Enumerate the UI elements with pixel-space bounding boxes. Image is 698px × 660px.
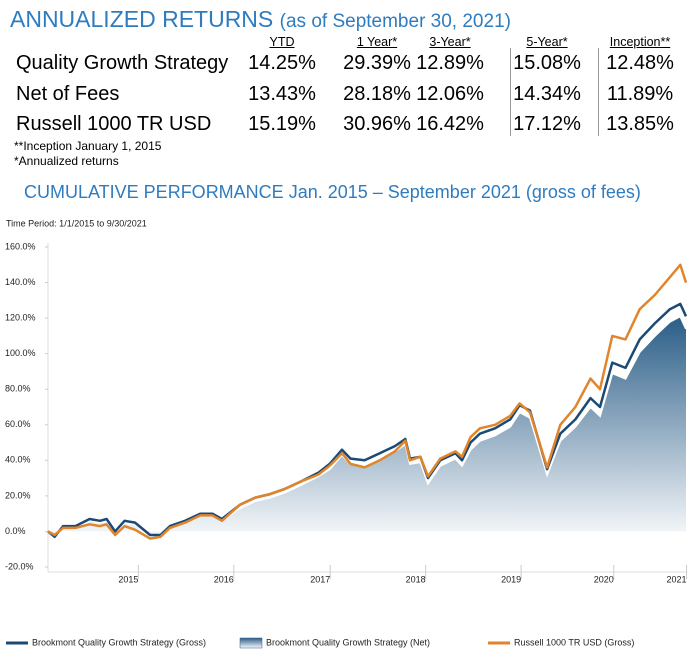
table-cell: 15.19%: [248, 113, 316, 135]
table-cell: 17.12%: [513, 113, 581, 135]
y-tick-label: 40.0%: [5, 455, 31, 465]
column-header: 5-Year*: [526, 35, 568, 49]
y-tick-label: 120.0%: [5, 312, 36, 322]
row-label: Quality Growth Strategy: [16, 52, 229, 74]
table-cell: 13.85%: [606, 113, 674, 135]
y-tick-label: 160.0%: [5, 241, 36, 251]
title: ANNUALIZED RETURNS: [10, 6, 274, 32]
y-tick-label: 100.0%: [5, 348, 36, 358]
line: [47, 302, 688, 539]
table-cell: 28.18%: [343, 83, 411, 105]
y-tick-label: 60.0%: [5, 419, 31, 429]
y-tick-label: -20.0%: [5, 561, 34, 571]
table-cell: 14.25%: [248, 52, 316, 74]
table-cell: 15.08%: [513, 52, 581, 74]
legend-label: Russell 1000 TR USD (Gross): [514, 637, 634, 647]
table-cell: 12.48%: [606, 52, 674, 74]
table-cell: 11.89%: [606, 83, 674, 105]
chart-subtitle: Time Period: 1/1/2015 to 9/30/2021: [6, 218, 147, 228]
table-title: ANNUALIZED RETURNS (as of September 30, …: [10, 6, 511, 33]
table-cell: 12.06%: [416, 83, 484, 105]
table-cell: 12.89%: [416, 52, 484, 74]
x-tick-label: 2016: [214, 574, 234, 584]
y-tick-label: 20.0%: [5, 490, 31, 500]
area: [48, 316, 686, 537]
column-header: 3-Year*: [429, 35, 471, 49]
area-edge: [47, 314, 687, 539]
y-tick-label: 140.0%: [5, 277, 36, 287]
legend-swatch: [239, 637, 263, 649]
table-cell: 30.96%: [343, 113, 411, 135]
x-tick-label: 2020: [594, 574, 614, 584]
column-header: Inception**: [609, 35, 671, 49]
table-cell: 13.43%: [248, 83, 316, 105]
y-tick-label: 80.0%: [5, 384, 31, 394]
table-cell: 16.42%: [416, 113, 484, 135]
column-header: 1 Year*: [356, 35, 398, 49]
chart-title: CUMULATIVE PERFORMANCE Jan. 2015 – Septe…: [24, 182, 641, 202]
x-tick-label: 2019: [501, 574, 521, 584]
column-separator: [598, 48, 599, 136]
x-tick-label: 2017: [310, 574, 330, 584]
x-tick-label: 2018: [406, 574, 426, 584]
subtitle: (as of September 30, 2021): [279, 11, 511, 32]
x-tick-label: 2015: [118, 574, 138, 584]
line: [47, 263, 688, 540]
legend-label: Brookmont Quality Growth Strategy (Net): [266, 637, 430, 647]
column-header: YTD: [269, 35, 295, 49]
column-separator: [510, 48, 511, 136]
row-label: Russell 1000 TR USD: [16, 113, 212, 135]
legend-label: Brookmont Quality Growth Strategy (Gross…: [32, 637, 206, 647]
footnote: *Annualized returns: [14, 154, 119, 168]
x-tick-label: 2021: [667, 574, 687, 584]
table-cell: 14.34%: [513, 83, 581, 105]
row-label: Net of Fees: [16, 83, 120, 105]
y-tick-label: 0.0%: [5, 526, 26, 536]
table-cell: 29.39%: [343, 52, 411, 74]
footnote: **Inception January 1, 2015: [14, 139, 162, 153]
